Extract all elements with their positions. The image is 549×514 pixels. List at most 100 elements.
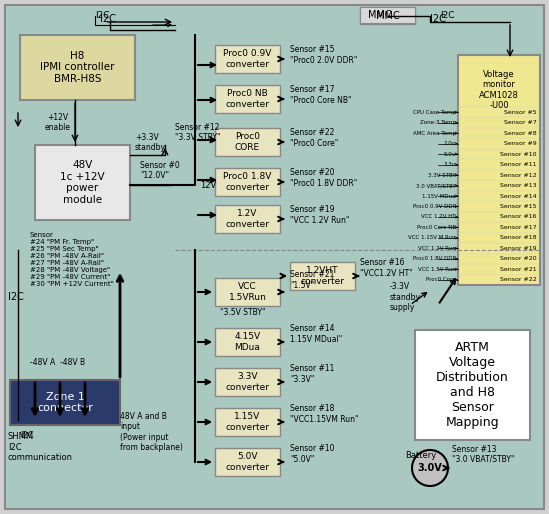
Text: I2C: I2C <box>20 431 33 440</box>
Text: VCC 1.15V M Run: VCC 1.15V M Run <box>408 235 456 241</box>
Text: Sensor #15: Sensor #15 <box>501 204 537 209</box>
Text: Sensor #22
"Proc0 Core": Sensor #22 "Proc0 Core" <box>290 128 338 148</box>
Text: Sensor #18: Sensor #18 <box>501 235 537 241</box>
Text: Proc0
CORE: Proc0 CORE <box>235 132 260 152</box>
Text: I2C: I2C <box>100 14 116 24</box>
Text: Proc0 Core NE: Proc0 Core NE <box>417 225 456 230</box>
Text: Sensor #11: Sensor #11 <box>501 162 537 167</box>
Text: AMC Area Temp: AMC Area Temp <box>413 131 456 136</box>
Text: Sensor #5: Sensor #5 <box>505 109 537 115</box>
Text: +3.3V
standby: +3.3V standby <box>135 133 166 152</box>
Text: I2C: I2C <box>8 292 24 302</box>
Text: Sensor #0
"12.0V": Sensor #0 "12.0V" <box>140 160 180 180</box>
FancyBboxPatch shape <box>215 205 280 233</box>
Text: Sensor
#24 "PM Fr. Temp"
#25 "PM Sec Temp"
#26 "PM -48V A-Rail"
#27 "PM -48V A-R: Sensor #24 "PM Fr. Temp" #25 "PM Sec Tem… <box>30 232 114 287</box>
Text: Sensor #21: Sensor #21 <box>500 267 537 272</box>
Text: Sensor #20: Sensor #20 <box>500 256 537 261</box>
Text: Proc0 1.8V DDR: Proc0 1.8V DDR <box>413 256 456 261</box>
Text: 1.2V
converter: 1.2V converter <box>226 209 270 229</box>
FancyBboxPatch shape <box>215 408 280 436</box>
Text: VCC
1.5VRun: VCC 1.5VRun <box>228 282 266 302</box>
Text: Sensor #20
"Proc0 1.8V DDR": Sensor #20 "Proc0 1.8V DDR" <box>290 168 357 188</box>
FancyBboxPatch shape <box>215 368 280 396</box>
Text: Sensor #10: Sensor #10 <box>501 152 537 157</box>
Text: 5.0V
converter: 5.0V converter <box>226 452 270 472</box>
Text: Proc0 NB
converter: Proc0 NB converter <box>226 89 270 108</box>
Text: VCC 1.2V Run: VCC 1.2V Run <box>418 246 456 251</box>
Text: "3.5V STBY": "3.5V STBY" <box>220 308 266 317</box>
Text: 4.15V
MDua: 4.15V MDua <box>234 332 261 352</box>
Text: I2C: I2C <box>430 14 446 24</box>
Text: Sensor #18
"VCC1.15VM Run": Sensor #18 "VCC1.15VM Run" <box>290 405 358 424</box>
Text: Zone-3 Temp: Zone-3 Temp <box>420 120 456 125</box>
Text: VCC 1.5V Run: VCC 1.5V Run <box>418 267 456 272</box>
Text: 2.0v: 2.0v <box>444 141 456 146</box>
FancyBboxPatch shape <box>35 145 130 220</box>
Text: Proc0 1.8V
converter: Proc0 1.8V converter <box>223 172 272 192</box>
FancyBboxPatch shape <box>215 328 280 356</box>
Text: Sensor #22: Sensor #22 <box>500 277 537 282</box>
FancyBboxPatch shape <box>215 168 280 196</box>
FancyBboxPatch shape <box>415 330 530 440</box>
Text: MMC: MMC <box>376 11 399 21</box>
Text: 48V
1c +12V
power
module: 48V 1c +12V power module <box>60 160 105 205</box>
Text: Sensor #16: Sensor #16 <box>501 214 537 219</box>
FancyBboxPatch shape <box>290 262 355 290</box>
Text: Sensor #17
"Proc0 Core NB": Sensor #17 "Proc0 Core NB" <box>290 85 351 105</box>
Text: MMC: MMC <box>368 10 392 20</box>
Text: Proc0 0.9V DDR: Proc0 0.9V DDR <box>413 204 456 209</box>
Text: Battery: Battery <box>405 451 436 460</box>
Text: Sensor #7: Sensor #7 <box>504 120 537 125</box>
Text: Proc0 Core: Proc0 Core <box>427 277 456 282</box>
Text: ARTM
Voltage
Distribution
and H8
Sensor
Mapping: ARTM Voltage Distribution and H8 Sensor … <box>436 341 509 429</box>
Text: H8
IPMI controller
BMR-H8S: H8 IPMI controller BMR-H8S <box>40 51 115 84</box>
FancyBboxPatch shape <box>215 85 280 113</box>
FancyBboxPatch shape <box>215 278 280 306</box>
FancyBboxPatch shape <box>5 5 544 509</box>
Text: Sensor #10
"5.0V": Sensor #10 "5.0V" <box>290 444 334 464</box>
Text: Sensor #19
"VCC 1.2V Run": Sensor #19 "VCC 1.2V Run" <box>290 205 349 225</box>
Text: Sensor #14
1.15V MDual": Sensor #14 1.15V MDual" <box>290 324 342 344</box>
FancyBboxPatch shape <box>10 380 120 425</box>
Text: -48V A  -48V B: -48V A -48V B <box>30 358 85 367</box>
Text: 48V A and B
input
(Power input
from backplane): 48V A and B input (Power input from back… <box>120 412 183 452</box>
Text: Proc0 0.9V
converter: Proc0 0.9V converter <box>223 49 272 69</box>
Text: -3.3V
standby
supply: -3.3V standby supply <box>390 282 421 312</box>
Text: CPU Case Temp: CPU Case Temp <box>413 109 456 115</box>
Text: 3.3V STBY: 3.3V STBY <box>428 173 456 177</box>
Text: 12V: 12V <box>200 181 216 190</box>
Text: +12V
enable: +12V enable <box>45 113 71 132</box>
FancyBboxPatch shape <box>215 448 280 476</box>
Text: I2C: I2C <box>95 11 109 20</box>
Text: 1.15V MDua: 1.15V MDua <box>422 193 456 198</box>
Text: Sensor #12
"3.3V STBY": Sensor #12 "3.3V STBY" <box>175 123 221 142</box>
Text: 5.0v: 5.0v <box>444 152 456 157</box>
FancyBboxPatch shape <box>20 35 135 100</box>
Text: Sensor #13
"3.0 VBAT/STBY": Sensor #13 "3.0 VBAT/STBY" <box>452 445 514 464</box>
Text: Sensor #19: Sensor #19 <box>500 246 537 251</box>
Text: Sensor #13: Sensor #13 <box>500 183 537 188</box>
Text: I2C: I2C <box>440 11 455 20</box>
Text: VCC 1.2V HT: VCC 1.2V HT <box>422 214 456 219</box>
FancyBboxPatch shape <box>360 8 415 24</box>
Text: SHMM
I2C
communication: SHMM I2C communication <box>8 432 73 462</box>
Text: Sensor #9: Sensor #9 <box>504 141 537 146</box>
Text: 1.15V
converter: 1.15V converter <box>226 412 270 432</box>
Text: Sensor #16
"VCC1.2V HT": Sensor #16 "VCC1.2V HT" <box>360 259 413 278</box>
Text: Sensor #12: Sensor #12 <box>500 173 537 177</box>
Text: Sensor #8: Sensor #8 <box>505 131 537 136</box>
Circle shape <box>412 450 448 486</box>
Text: Voltage
monitor
ACM1028
-U00: Voltage monitor ACM1028 -U00 <box>479 70 519 110</box>
Text: Sensor #14: Sensor #14 <box>500 193 537 198</box>
Text: Sensor #11
"3.3V": Sensor #11 "3.3V" <box>290 364 334 383</box>
Text: Sensor #21
"1.5V": Sensor #21 "1.5V" <box>290 270 334 290</box>
Text: 3.0 VBAT/STBY: 3.0 VBAT/STBY <box>416 183 456 188</box>
FancyBboxPatch shape <box>458 55 540 285</box>
Text: Sensor #15
"Proc0 2.0V DDR": Sensor #15 "Proc0 2.0V DDR" <box>290 45 357 65</box>
FancyBboxPatch shape <box>215 45 280 73</box>
Text: Sensor #17: Sensor #17 <box>500 225 537 230</box>
Text: 3.3v: 3.3v <box>444 162 456 167</box>
FancyBboxPatch shape <box>360 7 415 23</box>
Text: 1.2VHT
converter: 1.2VHT converter <box>300 266 345 286</box>
Text: 3.0V: 3.0V <box>418 463 442 473</box>
